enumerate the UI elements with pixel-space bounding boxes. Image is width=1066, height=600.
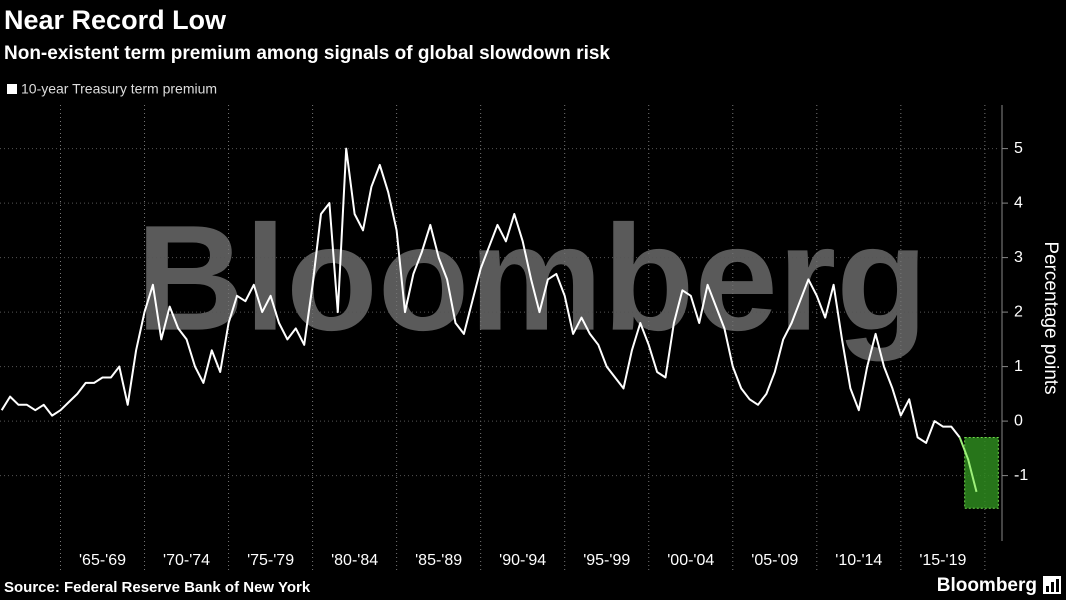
x-tick-label: '05-'09 xyxy=(751,552,798,569)
y-tick-label: 4 xyxy=(1014,194,1023,211)
highlight-line xyxy=(958,437,978,493)
x-tick-label: '75-'79 xyxy=(247,552,294,569)
x-tick-label: '65-'69 xyxy=(79,552,126,569)
source: Source: Federal Reserve Bank of New York xyxy=(4,579,311,596)
x-tick-label: '95-'99 xyxy=(583,552,630,569)
y-tick-label: 5 xyxy=(1014,140,1023,157)
y-tick-label: 1 xyxy=(1014,358,1023,375)
plot-area: '65-'69 '70-'74 '75-'79 '80-'84 '85-'89 '90-'… xyxy=(0,105,1028,572)
brand-icon xyxy=(1043,576,1061,594)
y-tick-label: 3 xyxy=(1014,249,1023,266)
x-tick-label: '15-'19 xyxy=(919,552,966,569)
y-tick-label: -1 xyxy=(1014,467,1028,484)
y-axis-label: Percentage points xyxy=(1040,241,1061,394)
x-tick-label: '85-'89 xyxy=(415,552,462,569)
watermark: Bloomberg xyxy=(136,194,928,362)
legend-label: 10-year Treasury term premium xyxy=(21,81,217,97)
chart-subtitle: Non-existent term premium among signals … xyxy=(4,43,610,64)
brand: Bloomberg xyxy=(937,575,1037,596)
x-tick-label: '80-'84 xyxy=(331,552,378,569)
y-tick-label: 2 xyxy=(1014,303,1023,320)
legend-swatch xyxy=(7,84,17,94)
chart-title: Near Record Low xyxy=(4,5,227,35)
x-tick-label: '00-'04 xyxy=(667,552,714,569)
x-tick-label: '10-'14 xyxy=(835,552,882,569)
line xyxy=(0,147,961,444)
highlight-box xyxy=(964,436,999,509)
x-tick-label: '90-'94 xyxy=(499,552,546,569)
x-tick-label: '70-'74 xyxy=(163,552,210,569)
y-tick-label: 0 xyxy=(1014,412,1023,429)
